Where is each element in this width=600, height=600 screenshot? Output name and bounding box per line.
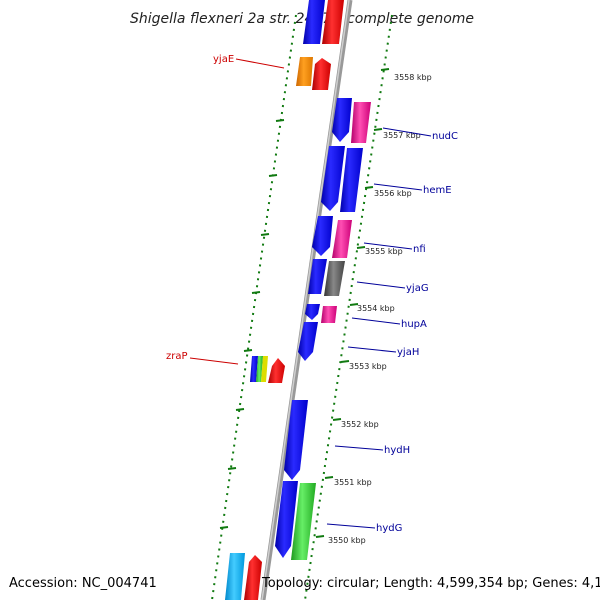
kbp-label: 3551 kbp [334, 478, 372, 487]
gene-arrow[interactable] [284, 400, 308, 480]
gene-arrow[interactable] [275, 481, 298, 558]
major-ticks [219, 68, 390, 538]
gene-arrow[interactable] [351, 102, 371, 143]
kbp-label: 3556 kbp [374, 189, 412, 198]
kbp-label: 3554 kbp [357, 304, 395, 313]
gene-arrow[interactable] [312, 216, 333, 256]
gene-arrow[interactable] [312, 58, 331, 90]
gene-arrow[interactable] [340, 148, 363, 212]
gene-arrow[interactable] [322, 0, 344, 44]
gene-label-yjaG: yjaG [406, 283, 429, 294]
gene-arrow[interactable] [332, 220, 352, 258]
gene-arrow[interactable] [261, 356, 268, 382]
gene-arrow[interactable] [291, 483, 316, 560]
gene-label-nudC: nudC [432, 131, 458, 142]
kbp-label: 3555 kbp [365, 247, 403, 256]
gene-label-hemE: hemE [423, 185, 452, 196]
gene-label-yjaH: yjaH [397, 347, 419, 358]
gene-arrows [225, 0, 371, 600]
gene-label-hydH: hydH [384, 445, 410, 456]
accession-text: Accession: NC_004741 [9, 576, 157, 591]
map-title: Shigella flexneri 2a str. 2457T, complet… [130, 11, 474, 27]
kbp-label: 3557 kbp [383, 131, 421, 140]
kbp-label: 3558 kbp [394, 73, 432, 82]
gene-arrow[interactable] [321, 146, 345, 211]
gene-arrow[interactable] [321, 306, 337, 323]
left-tick-track [211, 14, 297, 600]
gene-arrow[interactable] [308, 259, 327, 294]
right-tick-track [304, 14, 393, 600]
gene-arrow[interactable] [298, 322, 318, 361]
gene-arrow[interactable] [256, 356, 263, 382]
gene-label-hupA: hupA [401, 319, 427, 330]
gene-label-yjaE: yjaE [213, 54, 234, 65]
gene-arrow[interactable] [268, 358, 285, 383]
gene-label-zraP: zraP [166, 351, 188, 362]
gene-arrow[interactable] [225, 553, 245, 600]
gene-arrow[interactable] [324, 261, 345, 296]
gene-arrow[interactable] [303, 0, 325, 44]
gene-leader-lines [189, 58, 432, 529]
kbp-label: 3550 kbp [328, 536, 366, 545]
gene-arrow[interactable] [296, 57, 313, 86]
gene-arrow[interactable] [332, 98, 352, 142]
genome-backbone [260, 0, 353, 600]
topology-text: Topology: circular; Length: 4,599,354 bp… [261, 576, 600, 591]
gene-arrow[interactable] [250, 356, 258, 382]
gene-label-hydG: hydG [376, 523, 402, 534]
gene-arrow[interactable] [244, 555, 262, 600]
kbp-label: 3552 kbp [341, 420, 379, 429]
gene-arrow[interactable] [305, 304, 320, 320]
gene-label-nfi: nfi [413, 244, 426, 255]
kbp-label: 3553 kbp [349, 362, 387, 371]
